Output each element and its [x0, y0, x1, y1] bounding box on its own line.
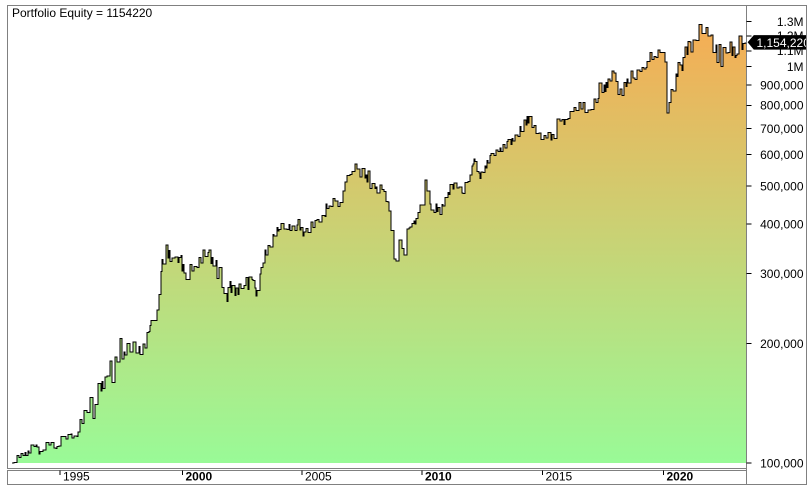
- svg-text:2010: 2010: [425, 470, 452, 484]
- svg-text:100,000: 100,000: [760, 456, 804, 470]
- svg-text:800,000: 800,000: [760, 99, 804, 113]
- svg-text:1.3M: 1.3M: [777, 15, 804, 29]
- svg-text:2020: 2020: [667, 470, 694, 484]
- svg-text:900,000: 900,000: [760, 78, 804, 92]
- svg-text:400,000: 400,000: [760, 217, 804, 231]
- svg-text:1M: 1M: [787, 60, 804, 74]
- svg-text:1995: 1995: [63, 470, 90, 484]
- svg-text:Portfolio Equity = 1154220: Portfolio Equity = 1154220: [12, 6, 153, 20]
- svg-text:300,000: 300,000: [760, 267, 804, 281]
- svg-text:500,000: 500,000: [760, 179, 804, 193]
- svg-text:2000: 2000: [186, 470, 213, 484]
- svg-text:2005: 2005: [305, 470, 332, 484]
- svg-text:1,154,220: 1,154,220: [757, 36, 811, 50]
- svg-text:2015: 2015: [546, 470, 573, 484]
- svg-text:700,000: 700,000: [760, 122, 804, 136]
- svg-text:600,000: 600,000: [760, 148, 804, 162]
- svg-text:200,000: 200,000: [760, 337, 804, 351]
